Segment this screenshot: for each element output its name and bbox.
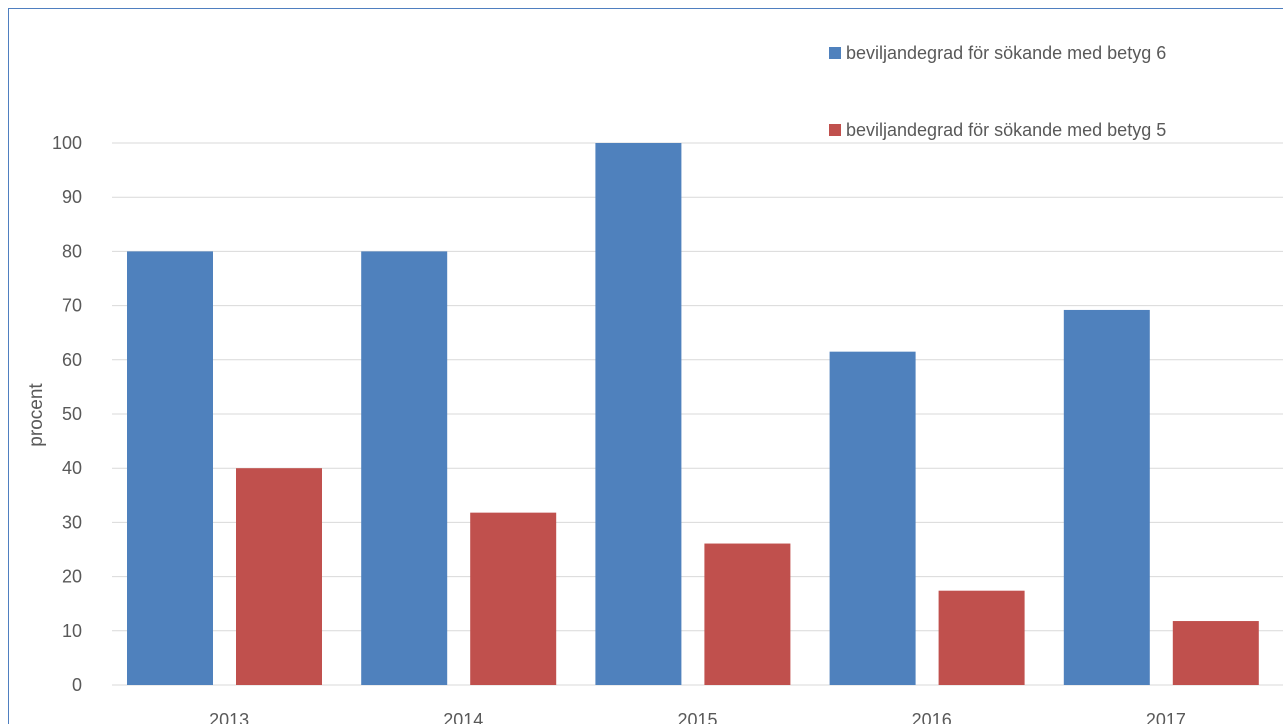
bar-betyg-5-2013 [236, 468, 322, 685]
legend: beviljandegrad för sökande med betyg 6 be… [829, 43, 1166, 140]
x-tick-label: 2017 [1146, 710, 1186, 724]
legend-label: beviljandegrad för sökande med betyg 6 [846, 43, 1166, 63]
y-tick-label: 70 [62, 296, 82, 316]
y-tick-label: 10 [62, 621, 82, 641]
bars [127, 143, 1259, 685]
y-tick-label: 80 [62, 241, 82, 261]
y-tick-label: 40 [62, 458, 82, 478]
x-tick-label: 2016 [912, 710, 952, 724]
legend-swatch [829, 47, 841, 59]
bar-betyg-6-2017 [1063, 309, 1150, 685]
y-tick-label: 100 [52, 133, 82, 153]
y-axis-ticks: 0 10 20 30 40 50 60 70 80 90 100 [52, 133, 82, 695]
bar-betyg-6-2013 [127, 251, 213, 685]
legend-label: beviljandegrad för sökande med betyg 5 [846, 120, 1166, 140]
x-tick-label: 2013 [209, 710, 249, 724]
legend-swatch [829, 124, 841, 136]
bar-betyg-6-2016 [829, 351, 916, 685]
x-tick-label: 2015 [677, 710, 717, 724]
y-tick-label: 60 [62, 350, 82, 370]
y-tick-label: 90 [62, 187, 82, 207]
bar-betyg-5-2016 [938, 590, 1025, 685]
bar-betyg-6-2015 [595, 143, 682, 685]
bar-betyg-5-2014 [470, 512, 557, 685]
y-tick-label: 30 [62, 512, 82, 532]
x-tick-label: 2014 [443, 710, 483, 724]
y-tick-label: 20 [62, 567, 82, 587]
bar-betyg-5-2017 [1172, 621, 1259, 685]
bar-betyg-6-2014 [361, 251, 448, 685]
x-axis-ticks: 2013 2014 2015 2016 2017 [209, 710, 1186, 724]
y-tick-label: 50 [62, 404, 82, 424]
bar-betyg-5-2015 [704, 543, 791, 685]
y-tick-label: 0 [72, 675, 82, 695]
y-axis-title: procent [26, 383, 47, 447]
